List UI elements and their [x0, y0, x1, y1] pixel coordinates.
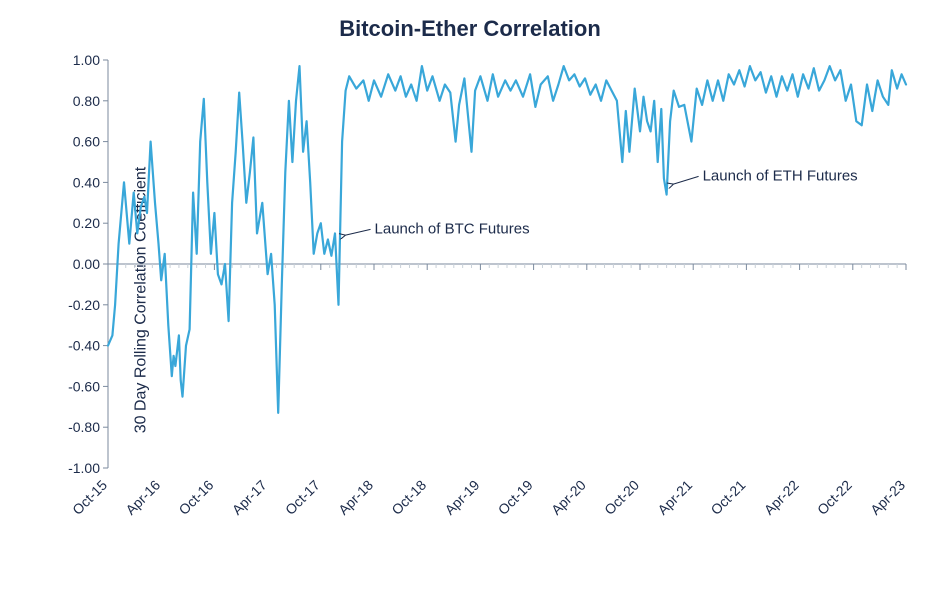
- svg-text:Oct-21: Oct-21: [707, 477, 748, 518]
- svg-text:-0.40: -0.40: [68, 338, 100, 354]
- svg-text:-0.60: -0.60: [68, 378, 100, 394]
- svg-text:Apr-16: Apr-16: [122, 477, 163, 518]
- annotation-btc_futures: Launch of BTC Futures: [375, 220, 530, 237]
- svg-text:-0.80: -0.80: [68, 419, 100, 435]
- svg-text:0.80: 0.80: [73, 93, 100, 109]
- svg-text:Apr-18: Apr-18: [335, 477, 376, 518]
- svg-text:Oct-22: Oct-22: [814, 477, 855, 518]
- svg-text:Oct-20: Oct-20: [601, 477, 642, 518]
- svg-text:-1.00: -1.00: [68, 460, 100, 476]
- chart-title: Bitcoin-Ether Correlation: [0, 0, 940, 50]
- svg-text:0.20: 0.20: [73, 215, 100, 231]
- svg-text:Apr-17: Apr-17: [229, 477, 270, 518]
- plot-svg: -1.00 -0.80 -0.60 -0.40 -0.20 0.00 0.20 0.40 0.6…: [62, 50, 916, 520]
- svg-text:0.60: 0.60: [73, 134, 100, 150]
- svg-text:Oct-16: Oct-16: [175, 477, 216, 518]
- svg-text:Oct-18: Oct-18: [388, 477, 429, 518]
- svg-text:-0.20: -0.20: [68, 297, 100, 313]
- annotation-eth_futures: Launch of ETH Futures: [703, 167, 858, 184]
- svg-text:0.00: 0.00: [73, 256, 100, 272]
- svg-text:Oct-15: Oct-15: [69, 477, 110, 518]
- svg-text:Apr-20: Apr-20: [548, 477, 589, 518]
- svg-text:Oct-19: Oct-19: [495, 477, 536, 518]
- svg-text:Apr-23: Apr-23: [867, 477, 908, 518]
- svg-text:0.40: 0.40: [73, 174, 100, 190]
- svg-text:Apr-21: Apr-21: [654, 477, 695, 518]
- svg-text:Apr-22: Apr-22: [761, 477, 802, 518]
- svg-text:1.00: 1.00: [73, 52, 100, 68]
- svg-text:Oct-17: Oct-17: [282, 477, 323, 518]
- correlation-chart: Bitcoin-Ether Correlation 30 Day Rolling…: [0, 0, 940, 600]
- svg-text:Apr-19: Apr-19: [441, 477, 482, 518]
